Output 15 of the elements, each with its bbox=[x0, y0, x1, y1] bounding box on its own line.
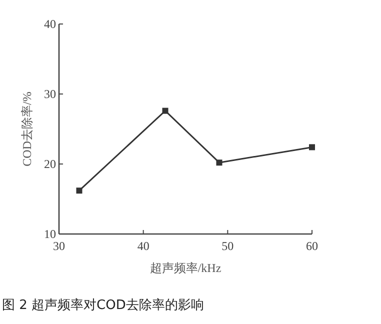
text: 图 2 超声频率对COD去除率的影响 bbox=[2, 297, 204, 313]
y-tick-label: 10 bbox=[44, 227, 56, 241]
x-tick-label: 30 bbox=[53, 239, 65, 253]
point bbox=[76, 188, 82, 194]
y-axis-title: COD去除率/% bbox=[20, 92, 34, 166]
x-tick-label: 50 bbox=[222, 239, 234, 253]
point bbox=[216, 160, 222, 166]
x-tick-label: 60 bbox=[306, 239, 318, 253]
x-axis-title: 超声频率/kHz bbox=[150, 261, 222, 275]
point bbox=[309, 144, 315, 150]
y-tick-label: 40 bbox=[44, 17, 56, 31]
point bbox=[162, 108, 168, 114]
x-tick-label: 40 bbox=[137, 239, 150, 253]
y-tick-label: 30 bbox=[44, 87, 56, 101]
y-tick-label: 20 bbox=[44, 157, 56, 171]
